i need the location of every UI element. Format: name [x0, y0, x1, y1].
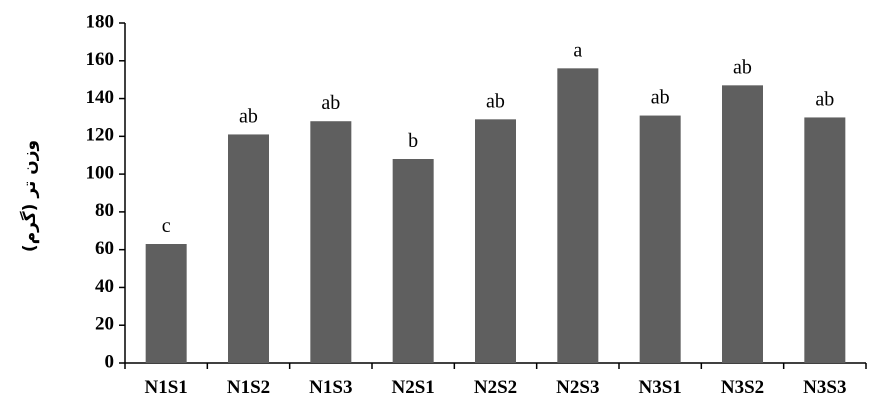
data-label-n2s3: a	[573, 39, 582, 61]
data-label-n3s1: ab	[651, 87, 670, 109]
data-label-n2s1: b	[408, 130, 418, 152]
x-tick-label-n1s1: N1S1	[145, 377, 188, 398]
data-label-n1s2: ab	[239, 105, 258, 127]
x-tick-label-n2s3: N2S3	[556, 377, 599, 398]
x-tick-label-n1s2: N1S2	[227, 377, 270, 398]
data-label-n1s1: c	[162, 215, 171, 237]
x-tick-label-n1s3: N1S3	[309, 377, 352, 398]
y-tick-label: 40	[95, 276, 114, 297]
bar-n1s3	[310, 121, 352, 363]
y-tick-label: 80	[95, 200, 114, 221]
y-tick-label: 160	[86, 49, 115, 70]
bar-n3s2	[722, 85, 763, 363]
bar-n2s3	[557, 68, 599, 363]
x-tick-label-n3s1: N3S1	[639, 377, 682, 398]
y-axis-title-group: وزن تر (گرم)	[19, 140, 40, 252]
y-axis-title: وزن تر (گرم)	[19, 140, 40, 252]
x-tick-label-n3s2: N3S2	[721, 377, 764, 398]
bar-n1s1	[145, 244, 187, 363]
x-tick-label-n2s1: N2S1	[392, 377, 435, 398]
x-tick-label-n2s2: N2S2	[474, 377, 517, 398]
data-label-n3s3: ab	[815, 88, 834, 110]
y-tick-label: 0	[105, 351, 115, 372]
x-axis-ticks: N1S1 N1S2 N1S3 N2S1 N2S2 N2S3 N3S1 N3S2 N3S3	[124, 363, 867, 398]
y-tick-label: 100	[86, 162, 115, 183]
bar-n2s2	[475, 119, 516, 363]
bar-n1s2	[228, 134, 269, 363]
y-tick-label: 180	[86, 11, 115, 32]
y-tick-label: 140	[86, 87, 115, 108]
data-labels: c ab ab b ab a ab ab ab	[162, 39, 835, 237]
data-label-n3s2: ab	[733, 56, 752, 78]
y-tick-label: 20	[95, 314, 114, 335]
bar-n3s3	[804, 117, 846, 363]
data-label-n1s3: ab	[321, 92, 340, 114]
y-tick-label: 60	[95, 238, 114, 259]
data-label-n2s2: ab	[486, 90, 505, 112]
y-axis-ticks: 0 20 40 60 80 100 120 140 160 180	[86, 11, 125, 372]
x-tick-label-n3s3: N3S3	[803, 377, 846, 398]
bar-n3s1	[639, 115, 681, 363]
y-tick-label: 120	[86, 125, 115, 146]
bars	[145, 68, 846, 363]
bar-n2s1	[392, 159, 434, 363]
